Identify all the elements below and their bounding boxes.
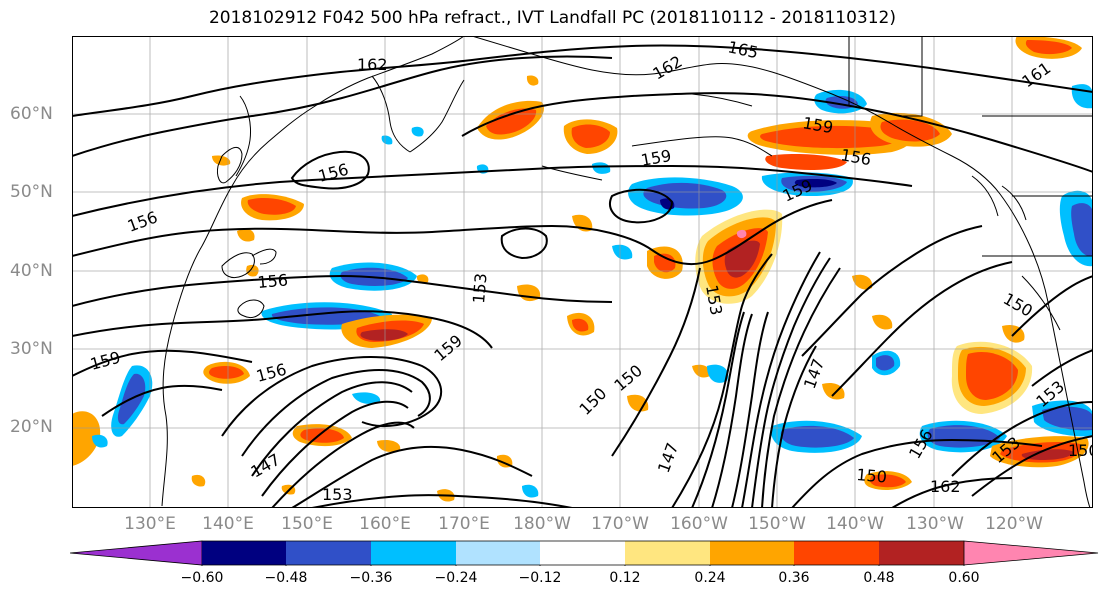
colorbar-tick-label: 0.12 [609, 570, 641, 586]
colorbar-segment [456, 541, 540, 565]
lon-label-130e: 130°E [124, 514, 176, 534]
colorbar-segment [625, 541, 710, 565]
colorbar-tick-label: −0.36 [349, 570, 393, 586]
colorbar-segment [879, 541, 964, 565]
contour-label: 153 [322, 485, 353, 504]
refractivity-shading [72, 36, 1093, 502]
colorbar-segment [371, 541, 456, 565]
contour-label: 162 [357, 55, 388, 74]
lon-label-150e: 150°E [281, 514, 333, 534]
lon-label-160w: 160°W [670, 514, 728, 534]
lat-label-30n: 30°N [10, 339, 53, 359]
colorbar-segment [70, 540, 203, 566]
lon-label-140w: 140°W [826, 514, 884, 534]
colorbar-segment [710, 541, 794, 565]
colorbar-segment [540, 541, 625, 565]
lon-label-140e: 140°E [202, 514, 254, 534]
refractivity-contours [72, 44, 1093, 508]
colorbar-tick-label: 0.36 [778, 570, 810, 586]
lat-label-60n: 60°N [10, 104, 53, 124]
contour-label: 150 [856, 465, 888, 487]
contour-label: 156 [257, 270, 289, 292]
contour-label: 162 [930, 477, 961, 496]
map-title: 2018102912 F042 500 hPa refract., IVT La… [208, 8, 896, 28]
lon-label-170e: 170°E [438, 514, 490, 534]
lon-label-120w: 120°W [985, 514, 1043, 534]
map-panel: 165 162 162 161 159 159 156 156 156 156 … [72, 36, 1093, 508]
lon-label-150w: 150°W [748, 514, 806, 534]
lon-label-170w: 170°W [591, 514, 649, 534]
colorbar-segment [202, 541, 286, 565]
colorbar-tick-label: −0.60 [180, 570, 224, 586]
contour-label: 153 [469, 272, 491, 304]
colorbar [70, 540, 1099, 566]
lat-label-20n: 20°N [10, 417, 53, 437]
lon-label-160e: 160°E [359, 514, 411, 534]
colorbar-tick-label: −0.24 [434, 570, 478, 586]
coastlines [161, 36, 1093, 508]
lat-label-50n: 50°N [10, 182, 53, 202]
lat-label-40n: 40°N [10, 261, 53, 281]
colorbar-tick-label: 0.24 [694, 570, 726, 586]
colorbar-segment [794, 541, 879, 565]
lon-label-180w: 180°W [513, 514, 571, 534]
lon-label-130w: 130°W [906, 514, 964, 534]
colorbar-tick-label: 0.48 [863, 570, 895, 586]
colorbar-segment [286, 541, 371, 565]
colorbar-tick-label: −0.12 [518, 570, 562, 586]
contour-label: 150 [1068, 441, 1093, 460]
colorbar-segment [963, 540, 1099, 566]
colorbar-tick-label: 0.60 [948, 570, 980, 586]
map-frame [72, 36, 1093, 508]
colorbar-tick-label: −0.48 [264, 570, 308, 586]
